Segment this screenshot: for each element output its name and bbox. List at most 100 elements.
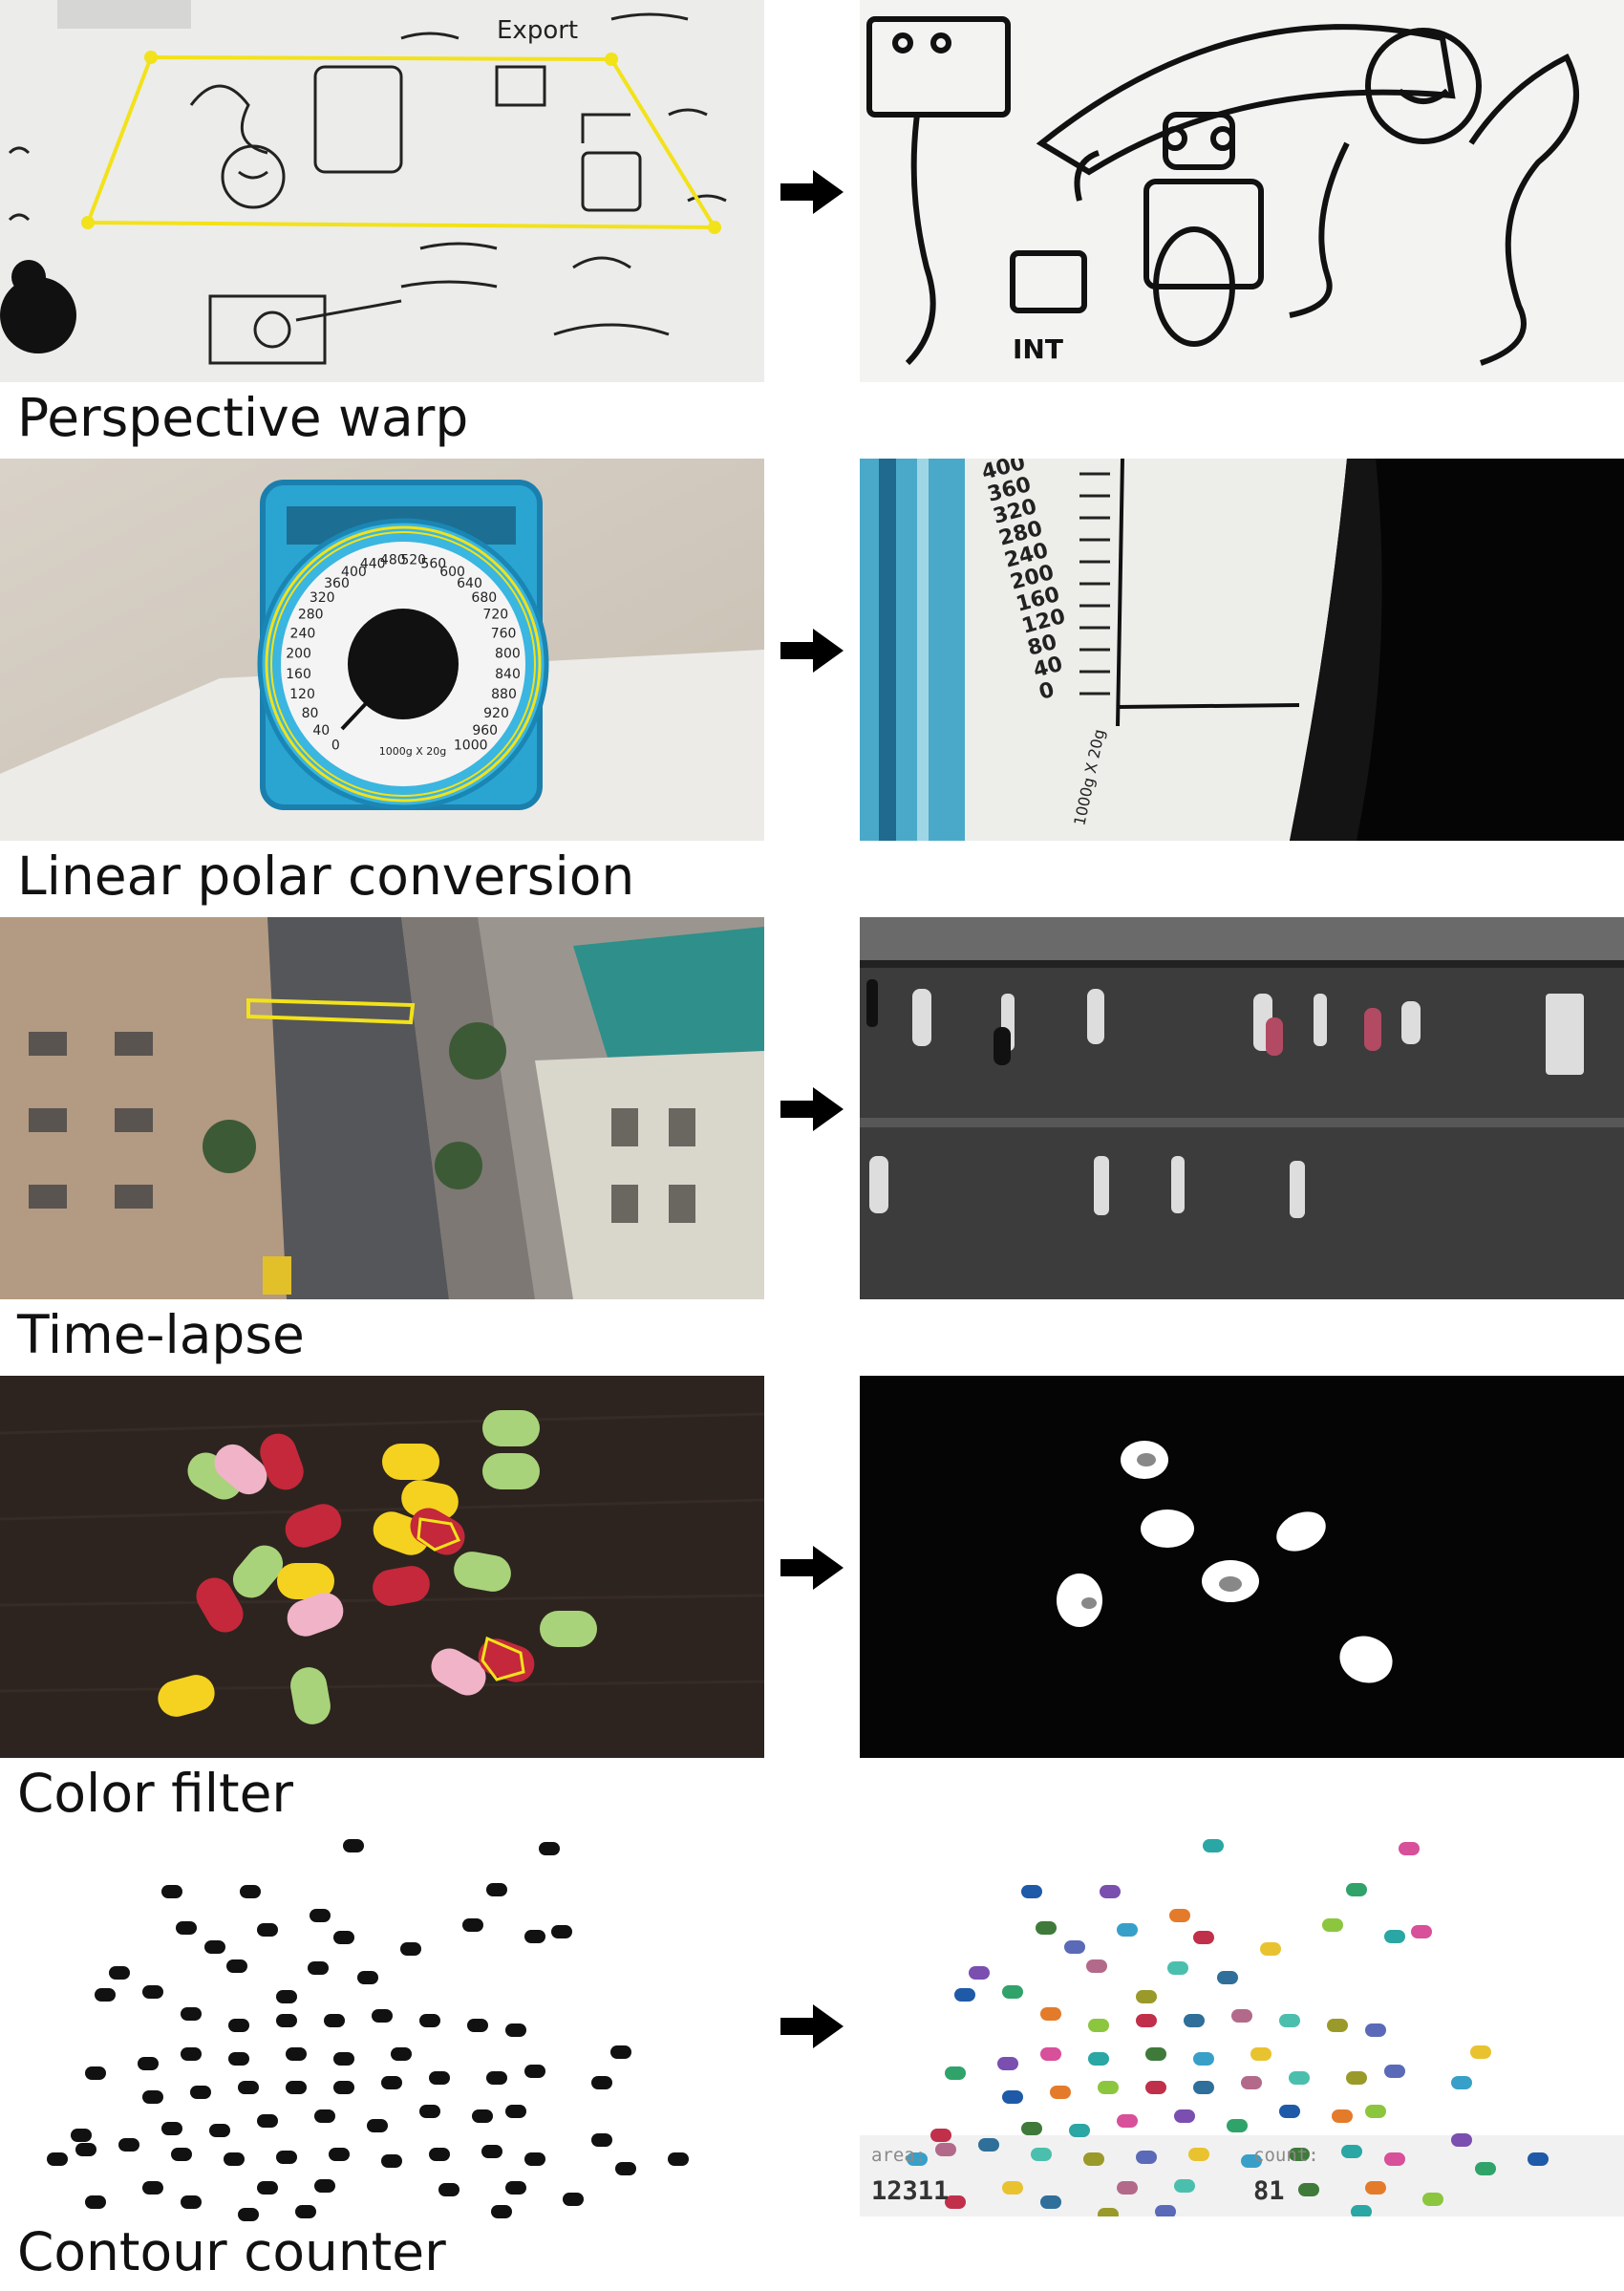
row-caption: Color filter (17, 1763, 294, 1824)
blob (333, 1931, 354, 1944)
labeled-contour (1384, 2065, 1405, 2078)
blob (204, 1940, 225, 1954)
labeled-contour (1136, 2014, 1157, 2027)
labeled-contour (1083, 2152, 1104, 2166)
labeled-contour (1088, 2019, 1109, 2032)
labeled-contour (945, 2195, 966, 2209)
dial-tick-label: 120 (289, 687, 315, 702)
dial-tick-label: 320 (310, 590, 335, 606)
time-lapse-region[interactable] (246, 997, 416, 1025)
area-label: area: (871, 2145, 926, 2166)
labeled-contour (1050, 2086, 1071, 2099)
labeled-contour (1279, 2014, 1300, 2027)
right-arrow-icon (780, 1087, 844, 1131)
labeled-contour (1167, 1961, 1188, 1975)
blob (438, 2183, 459, 2196)
blob (240, 1885, 261, 1898)
row-caption: Time-lapse (17, 1304, 305, 1365)
labeled-contour (1193, 1931, 1214, 1944)
labeled-contour (1241, 2154, 1262, 2168)
blob (324, 2014, 345, 2027)
blob (551, 1925, 572, 1938)
labeled-contour (1411, 1925, 1432, 1938)
candy (196, 1577, 244, 1633)
candy (158, 1675, 215, 1717)
blob (238, 2208, 259, 2221)
row-caption: Contour counter (17, 2221, 446, 2282)
labeled-contour (1184, 2014, 1205, 2027)
labeled-contour (1365, 2105, 1386, 2118)
blob (314, 2179, 335, 2193)
dial-tick-label: 480 (380, 553, 406, 568)
labeled-contour (1098, 2208, 1119, 2216)
dial-tick-label: 40 (312, 723, 330, 739)
blob (71, 2129, 92, 2142)
linear-polar-input-image: 0 40 80 120 160 200 240 280 320 360 400 440 480 520 56… (0, 459, 764, 841)
labeled-contour (997, 2057, 1018, 2070)
blob (238, 2081, 259, 2094)
candy (482, 1453, 540, 1489)
row-caption: Linear polar conversion (17, 846, 635, 907)
blob (372, 2009, 393, 2023)
labeled-contour (1451, 2076, 1472, 2089)
labeled-contour (1193, 2052, 1214, 2066)
candy-table-photo (0, 1376, 764, 1758)
dial-tick-label: 640 (457, 576, 482, 591)
color-picker-marks[interactable] (417, 1517, 525, 1681)
candy (540, 1611, 597, 1647)
labeled-contour (1086, 1959, 1107, 1973)
time-lapse-strip (860, 917, 1624, 1299)
labeled-contour (1365, 2181, 1386, 2195)
labeled-contour (1155, 2205, 1176, 2216)
candy (401, 1480, 459, 1520)
blob (615, 2162, 636, 2175)
blob (142, 2181, 163, 2195)
kitchen-scale-photo: 040 80 120 160 200 240 280 32036040044048052056… (0, 459, 764, 841)
labeled-contour (1341, 2145, 1362, 2158)
dial-tick-label: 720 (482, 608, 508, 623)
candy (287, 1593, 344, 1637)
labeled-contour (1002, 1985, 1023, 1999)
blob (181, 2195, 202, 2209)
labeled-contour (1040, 2007, 1061, 2021)
blob (467, 2019, 488, 2032)
selection-handles[interactable] (81, 51, 721, 234)
labeled-contour (1174, 2179, 1195, 2193)
blob (142, 2090, 163, 2104)
dial-tick-label: 520 (400, 553, 426, 568)
blob (226, 1959, 247, 1973)
labeled-contour (935, 2143, 956, 2156)
labeled-contour (1346, 1883, 1367, 1896)
labeled-contour (1169, 1909, 1190, 1922)
unwrapped-tick-label: 0 (1036, 678, 1057, 705)
labeled-contour (1069, 2124, 1090, 2137)
labeled-contour (1289, 2071, 1310, 2085)
candy (232, 1545, 284, 1598)
time-lapse-output-image (860, 917, 1624, 1299)
blob (176, 1921, 197, 1935)
labeled-contour (969, 1966, 990, 1980)
labeled-contour (1002, 2090, 1023, 2104)
labeled-contour (1279, 2105, 1300, 2118)
blob (161, 1885, 182, 1898)
labeled-contour (1451, 2133, 1472, 2147)
dial-tick-label: 800 (495, 647, 521, 662)
labeled-contour (1145, 2047, 1166, 2061)
right-arrow-icon (780, 629, 844, 673)
labeled-contour (1227, 2119, 1248, 2132)
right-arrow-icon (780, 1546, 844, 1590)
labeled-contour (1088, 2052, 1109, 2066)
blob (85, 2066, 106, 2080)
labeled-contour (1040, 2047, 1061, 2061)
labeled-contour (1217, 1971, 1238, 1984)
candy (454, 1552, 511, 1592)
labeled-contour (1470, 2045, 1491, 2059)
blob (668, 2152, 689, 2166)
labeled-contour (1365, 2023, 1386, 2037)
dial-tick-label: 960 (472, 723, 498, 739)
labeled-contour (1021, 2122, 1042, 2135)
blob (257, 2181, 278, 2195)
right-arrow-icon (780, 170, 844, 214)
dial-tick-label: 440 (360, 557, 386, 572)
